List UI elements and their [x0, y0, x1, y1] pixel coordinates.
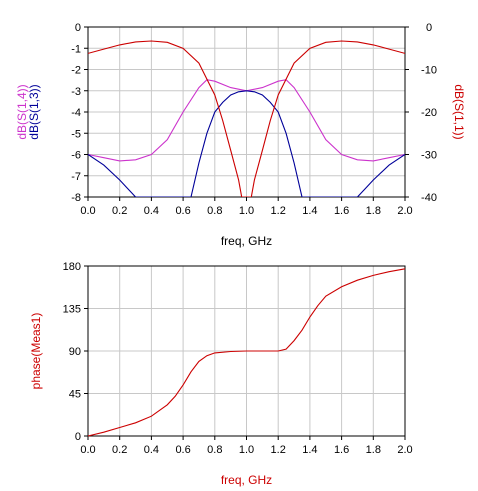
sparam-x-tick-label: 2.0 [397, 205, 412, 217]
sparam-x-tick-label: 0.8 [207, 205, 222, 217]
phase-x-tick-label: 0.4 [144, 444, 159, 456]
sparam-x-tick-label: 0.2 [112, 205, 127, 217]
phase-x-axis-title: freq, GHz [221, 473, 272, 487]
y-left-tick-label: -4 [71, 107, 81, 119]
phase-x-tick-label: 1.4 [302, 444, 317, 456]
sparam-x-tick-label: 0.4 [144, 205, 159, 217]
x-axis-title: freq, GHz [221, 234, 272, 248]
phase-x-tick-label: 1.0 [239, 444, 254, 456]
sparam-x-tick-label: 1.8 [366, 205, 381, 217]
sparam-x-tick-label: 0.0 [80, 205, 95, 217]
y-right-tick-label: -10 [421, 65, 437, 77]
series-line-s13 [88, 90, 405, 197]
series-group [88, 40, 405, 197]
y-right-tick-label: -20 [421, 107, 437, 119]
y-axis-title-s14: dB(S(1,4)) [15, 84, 29, 139]
sparam-x-tick-label: 0.6 [175, 205, 190, 217]
phase-x-tick-label: 0.8 [207, 444, 222, 456]
phase-x-tick-label: 0.6 [175, 444, 190, 456]
y-axis-title-right: dB(S(1,1)) [452, 84, 466, 139]
phase-chart: 0.0 0.2 0.4 0.6 0.8 1.0 1.2 1.4 1.6 1.8 2.0 180 135 9… [29, 261, 413, 487]
y-left-tick-label: -5 [71, 128, 81, 140]
y-left-tick-label: -2 [71, 65, 81, 77]
phase-x-tick-label: 1.6 [334, 444, 349, 456]
sparam-x-tick-label: 1.0 [239, 205, 254, 217]
phase-x-tick-label: 0.0 [80, 444, 95, 456]
y-left-tick-label: -3 [71, 86, 81, 98]
y-left-tick-label: -8 [71, 192, 81, 204]
sparam-x-tick-label: 1.6 [334, 205, 349, 217]
phase-y-tick-label: 180 [63, 261, 81, 273]
series-line-s11 [88, 40, 405, 197]
y-left-tick-label: -7 [71, 171, 81, 183]
phase-y-tick-label: 135 [63, 304, 81, 316]
y-axis-title-s13: dB(S(1,3)) [27, 84, 41, 139]
phase-series-line [87, 268, 406, 437]
phase-x-tick-label: 2.0 [397, 444, 412, 456]
y-left-tick-label: -6 [71, 150, 81, 162]
y-left-tick-label: -1 [71, 43, 81, 55]
s-parameter-chart: 0.0 0.2 0.4 0.6 0.8 1.0 1.2 1.4 1.6 1.8 2.0 0 -1 -2 -3… [15, 22, 466, 248]
phase-x-tick-label: 0.2 [112, 444, 127, 456]
phase-x-tick-label: 1.2 [271, 444, 286, 456]
y-left-tick-label: 0 [75, 22, 81, 34]
phase-y-tick-label: 0 [75, 431, 81, 443]
sparam-x-tick-label: 1.2 [271, 205, 286, 217]
phase-y-tick-label: 45 [69, 389, 81, 401]
y-right-tick-label: -40 [421, 192, 437, 204]
phase-x-tick-label: 1.8 [366, 444, 381, 456]
y-right-tick-label: 0 [426, 22, 432, 34]
sparam-x-tick-label: 1.4 [302, 205, 317, 217]
phase-y-tick-label: 90 [69, 346, 81, 358]
y-right-tick-label: -30 [421, 150, 437, 162]
phase-y-axis-title: phase(Meas1) [29, 313, 43, 390]
